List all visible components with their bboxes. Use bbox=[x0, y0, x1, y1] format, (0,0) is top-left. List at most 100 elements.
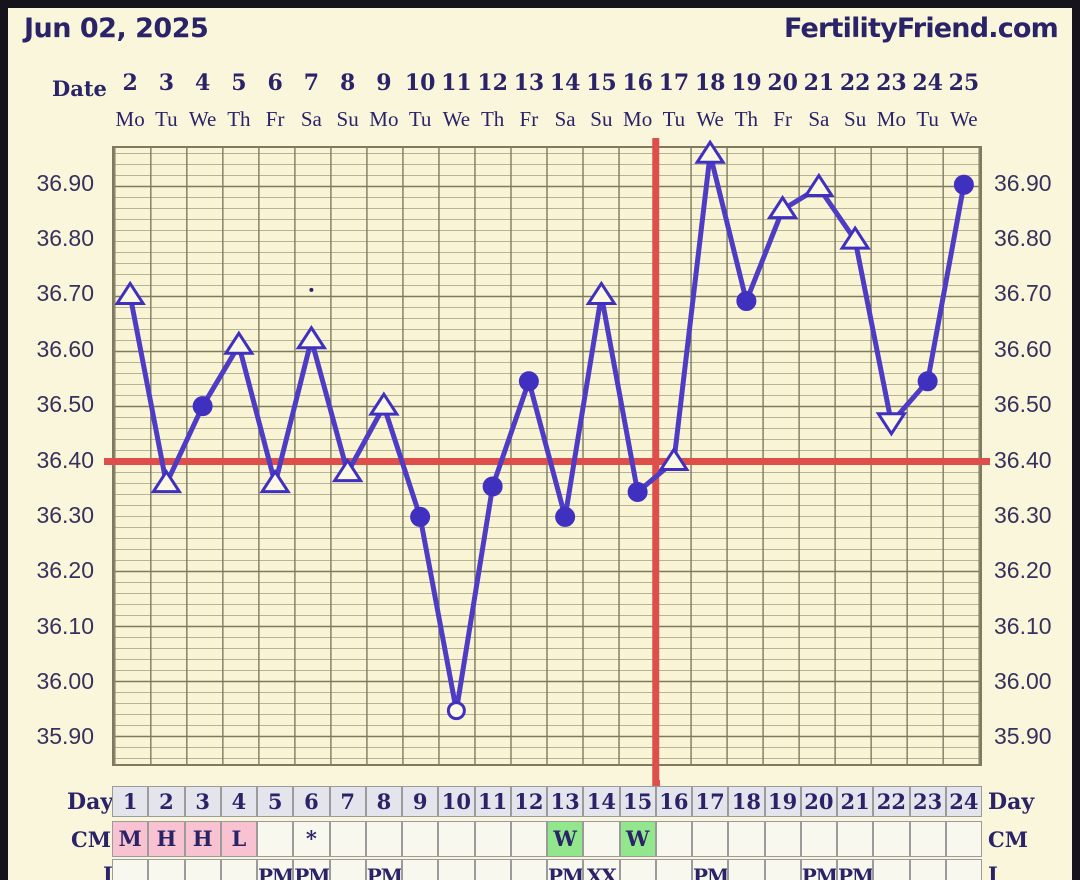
cervical-mucus-cell[interactable] bbox=[329, 821, 366, 857]
temp-point-adjusted-up[interactable] bbox=[585, 280, 618, 305]
cycle-day-cell[interactable]: 20 bbox=[800, 786, 837, 817]
cycle-day-cell[interactable]: 1 bbox=[112, 786, 149, 817]
intercourse-cell[interactable] bbox=[474, 859, 511, 880]
cervical-mucus-cell[interactable] bbox=[800, 821, 837, 857]
intercourse-cell[interactable]: PM bbox=[257, 859, 294, 880]
cervical-mucus-cell[interactable] bbox=[402, 821, 439, 857]
cervical-mucus-cell[interactable] bbox=[909, 821, 946, 857]
cervical-mucus-cell[interactable]: L bbox=[220, 821, 257, 857]
temp-point-adjusted-up[interactable] bbox=[766, 194, 799, 220]
temp-point-adjusted-up[interactable] bbox=[259, 468, 291, 494]
cycle-day-cell[interactable]: 24 bbox=[945, 786, 982, 817]
intercourse-cell[interactable] bbox=[764, 859, 801, 880]
intercourse-cell[interactable] bbox=[909, 859, 946, 880]
intercourse-cell[interactable]: PM bbox=[800, 859, 837, 880]
cycle-day-cell[interactable]: 8 bbox=[365, 786, 402, 817]
temp-point-discarded[interactable] bbox=[446, 701, 466, 721]
cervical-mucus-cell[interactable] bbox=[837, 821, 874, 857]
intercourse-cell[interactable]: PM bbox=[692, 859, 729, 880]
cervical-mucus-cell[interactable]: * bbox=[293, 821, 330, 857]
cervical-mucus-cell[interactable] bbox=[764, 821, 801, 857]
intercourse-cell[interactable]: PM bbox=[547, 859, 584, 880]
date-number: 20 bbox=[767, 70, 798, 96]
temp-point-adjusted-up[interactable] bbox=[150, 468, 183, 494]
temp-point-recorded[interactable] bbox=[482, 476, 503, 497]
intercourse-cell[interactable] bbox=[112, 859, 149, 880]
intercourse-cell[interactable] bbox=[184, 859, 221, 880]
temp-point-recorded[interactable] bbox=[518, 371, 539, 392]
temp-point-adjusted-down[interactable] bbox=[875, 412, 908, 437]
intercourse-cell[interactable] bbox=[220, 859, 257, 880]
cycle-day-cell[interactable]: 7 bbox=[329, 786, 366, 817]
cycle-day-cell[interactable]: 17 bbox=[692, 786, 729, 817]
temp-point-adjusted-up[interactable] bbox=[331, 457, 364, 483]
intercourse-cell[interactable] bbox=[148, 859, 185, 880]
cycle-day-cell[interactable]: 22 bbox=[873, 786, 910, 817]
temp-point-adjusted-up[interactable] bbox=[114, 280, 146, 305]
intercourse-cell[interactable]: XX bbox=[583, 859, 620, 880]
cycle-day-cell[interactable]: 3 bbox=[184, 786, 221, 817]
intercourse-cell[interactable] bbox=[510, 859, 547, 880]
temp-point-recorded[interactable] bbox=[410, 506, 431, 527]
cycle-day-cell[interactable]: 23 bbox=[909, 786, 946, 817]
temp-point-recorded[interactable] bbox=[736, 291, 757, 311]
intercourse-cell[interactable] bbox=[438, 859, 475, 880]
date-number: 23 bbox=[876, 70, 907, 96]
cycle-day-cell[interactable]: 15 bbox=[619, 786, 656, 817]
cervical-mucus-cell[interactable] bbox=[583, 821, 620, 857]
temp-point-recorded[interactable] bbox=[627, 481, 648, 502]
cervical-mucus-cell[interactable]: W bbox=[619, 821, 656, 857]
cycle-day-cell[interactable]: 19 bbox=[764, 786, 801, 817]
intercourse-cell[interactable] bbox=[873, 859, 910, 880]
intercourse-cell[interactable] bbox=[619, 859, 656, 880]
cycle-day-cell[interactable]: 18 bbox=[728, 786, 765, 817]
cycle-day-cell[interactable]: 9 bbox=[402, 786, 439, 817]
cervical-mucus-cell[interactable] bbox=[474, 821, 511, 857]
temp-point-adjusted-up[interactable] bbox=[803, 172, 835, 198]
intercourse-cell[interactable]: PM bbox=[293, 859, 330, 880]
cycle-day-cell[interactable]: 12 bbox=[510, 786, 547, 817]
cervical-mucus-cell[interactable]: W bbox=[547, 821, 584, 857]
cycle-day-cell[interactable]: 5 bbox=[257, 786, 294, 817]
date-weekday: Mo bbox=[876, 107, 906, 131]
cycle-day-cell[interactable]: 10 bbox=[438, 786, 475, 817]
cervical-mucus-cell[interactable] bbox=[873, 821, 910, 857]
temp-point-recorded[interactable] bbox=[917, 371, 938, 392]
cervical-mucus-cell[interactable] bbox=[728, 821, 765, 857]
cycle-day-cell[interactable]: 6 bbox=[293, 786, 330, 817]
cycle-day-cell[interactable]: 11 bbox=[474, 786, 511, 817]
intercourse-cell[interactable]: PM bbox=[837, 859, 874, 880]
temp-point-adjusted-up[interactable] bbox=[223, 330, 255, 355]
cervical-mucus-cell[interactable]: H bbox=[148, 821, 185, 857]
temp-point-adjusted-up[interactable] bbox=[839, 225, 871, 250]
cycle-day-cell[interactable]: 21 bbox=[837, 786, 874, 817]
cervical-mucus-cell[interactable]: M bbox=[112, 821, 149, 857]
intercourse-cell[interactable] bbox=[329, 859, 366, 880]
cycle-day-cell[interactable]: 4 bbox=[220, 786, 257, 817]
intercourse-cell[interactable] bbox=[728, 859, 765, 880]
cervical-mucus-cell[interactable] bbox=[655, 821, 692, 857]
cervical-mucus-cell[interactable] bbox=[438, 821, 475, 857]
temp-point-adjusted-up[interactable] bbox=[368, 391, 400, 416]
cervical-mucus-cell[interactable] bbox=[510, 821, 547, 857]
cervical-mucus-cell[interactable] bbox=[692, 821, 729, 857]
cycle-day-cell[interactable]: 2 bbox=[148, 786, 185, 817]
temp-point-recorded[interactable] bbox=[555, 506, 576, 527]
cervical-mucus-cell[interactable] bbox=[945, 821, 982, 857]
cervical-mucus-cell[interactable]: H bbox=[184, 821, 221, 857]
temp-point-recorded[interactable] bbox=[192, 396, 213, 417]
temp-point-adjusted-up[interactable] bbox=[694, 139, 726, 164]
cycle-day-cell[interactable]: 13 bbox=[547, 786, 584, 817]
temp-point-adjusted-up[interactable] bbox=[658, 446, 690, 472]
intercourse-cell[interactable]: PM bbox=[365, 859, 402, 880]
date-weekday: Fr bbox=[265, 107, 285, 131]
cycle-day-cell[interactable]: 16 bbox=[655, 786, 692, 817]
intercourse-cell[interactable] bbox=[945, 859, 982, 880]
temp-point-recorded[interactable] bbox=[953, 174, 974, 195]
intercourse-cell[interactable] bbox=[655, 859, 692, 880]
cervical-mucus-cell[interactable] bbox=[257, 821, 294, 857]
intercourse-cell[interactable] bbox=[402, 859, 439, 880]
cervical-mucus-cell[interactable] bbox=[365, 821, 402, 857]
cycle-day-cell[interactable]: 14 bbox=[583, 786, 620, 817]
temp-point-adjusted-up[interactable] bbox=[295, 324, 328, 350]
